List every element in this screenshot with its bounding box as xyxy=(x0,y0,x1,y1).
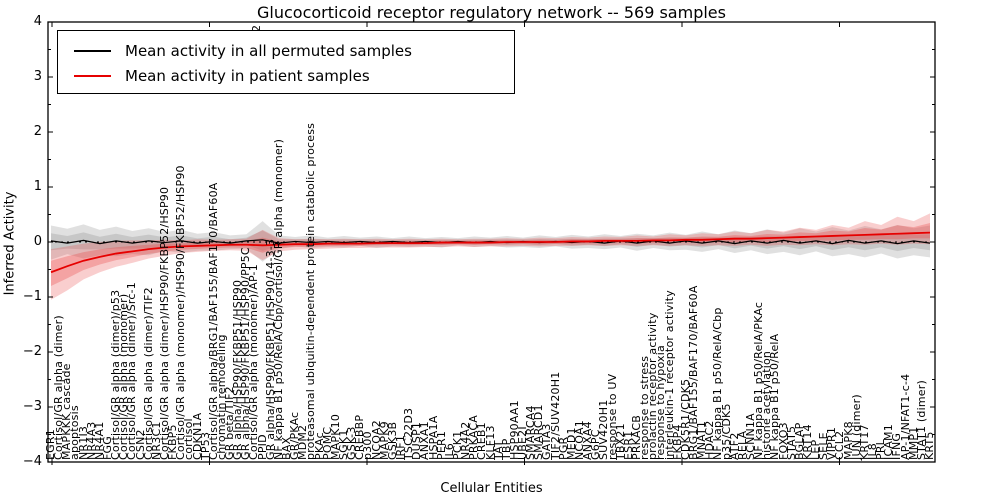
legend-item-patient: Mean activity in patient samples xyxy=(74,63,514,88)
x-axis-label: Cellular Entities xyxy=(440,481,543,496)
y-tick-label: −3 xyxy=(22,399,42,414)
y-tick-label: −1 xyxy=(22,289,42,304)
y-tick-label: −2 xyxy=(22,344,42,359)
patient-line-swatch xyxy=(74,74,111,77)
legend: Mean activity in all permuted samples Me… xyxy=(57,30,515,94)
x-tick-label: Cortisol/GR alpha (monomer)/HSP90/FKBP52… xyxy=(174,165,188,460)
patient-band-outer xyxy=(51,213,930,300)
legend-label: Mean activity in all permuted samples xyxy=(125,41,412,60)
x-tick-label: KRT5 xyxy=(923,431,936,460)
y-tick-label: 0 xyxy=(33,234,42,249)
x-tick-label: proteasomal ubiquitin-dependent protein … xyxy=(304,122,318,460)
permuted-line-swatch xyxy=(74,49,111,52)
x-tick-label: NF kappa B1 p50/RelA/Cbp/cortisol/GR alp… xyxy=(271,138,285,460)
y-tick-label: −4 xyxy=(22,454,42,469)
x-tick-label: Cortisol/GR alpha (dimer)/HSP90/FKBP52/H… xyxy=(157,186,171,460)
y-tick-label: 1 xyxy=(33,179,42,194)
y-tick-label: 2 xyxy=(33,124,42,139)
permuted-mean-line xyxy=(50,239,931,245)
y-tick-label: 3 xyxy=(33,69,42,84)
patient-mean-line xyxy=(50,231,931,274)
legend-label: Mean activity in patient samples xyxy=(125,66,370,85)
chart-title: Glucocorticoid receptor regulatory netwo… xyxy=(257,3,726,22)
x-tick-label: Cortisol/GR alpha (monomer)/AP-1 xyxy=(247,264,261,460)
y-tick-label: 4 xyxy=(33,14,42,29)
legend-item-permuted: Mean activity in all permuted samples xyxy=(74,38,514,63)
